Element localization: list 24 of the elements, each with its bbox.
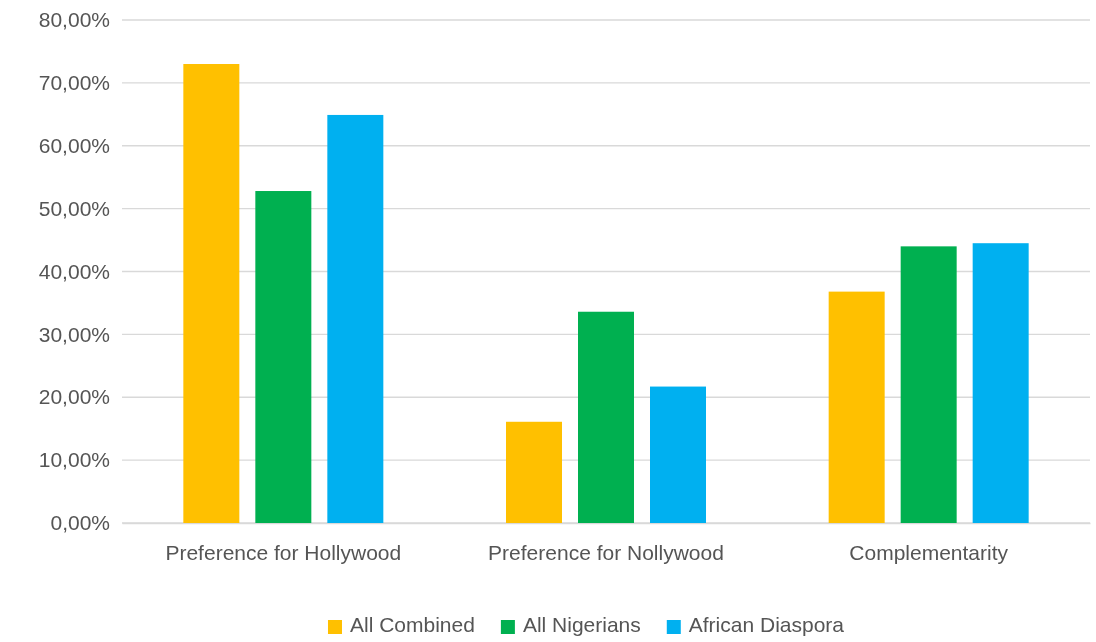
y-tick-label: 80,00%	[38, 8, 110, 32]
bar	[327, 114, 384, 523]
legend-label: All Nigerians	[522, 613, 641, 636]
y-tick-label: 40,00%	[38, 259, 110, 283]
x-tick-label: Preference for Hollywood	[165, 540, 402, 564]
bar	[650, 386, 706, 523]
y-tick-label: 30,00%	[38, 322, 110, 346]
y-tick-label: 0,00%	[50, 511, 110, 535]
legend-label: African Diaspora	[688, 613, 845, 636]
legend-label: All Combined	[349, 613, 475, 636]
y-tick-label: 70,00%	[38, 71, 110, 95]
bar	[828, 291, 885, 523]
bar	[972, 243, 1029, 523]
y-tick-label: 10,00%	[38, 448, 110, 472]
y-tick-label: 60,00%	[38, 133, 110, 157]
x-tick-label: Preference for Nollywood	[488, 540, 724, 564]
x-tick-label: Complementarity	[849, 540, 1009, 564]
bar	[183, 64, 240, 523]
bar	[900, 246, 957, 523]
y-tick-label: 50,00%	[38, 196, 110, 220]
bar	[506, 421, 562, 523]
y-tick-label: 20,00%	[38, 385, 110, 409]
bar	[578, 311, 634, 523]
bar	[255, 191, 312, 523]
